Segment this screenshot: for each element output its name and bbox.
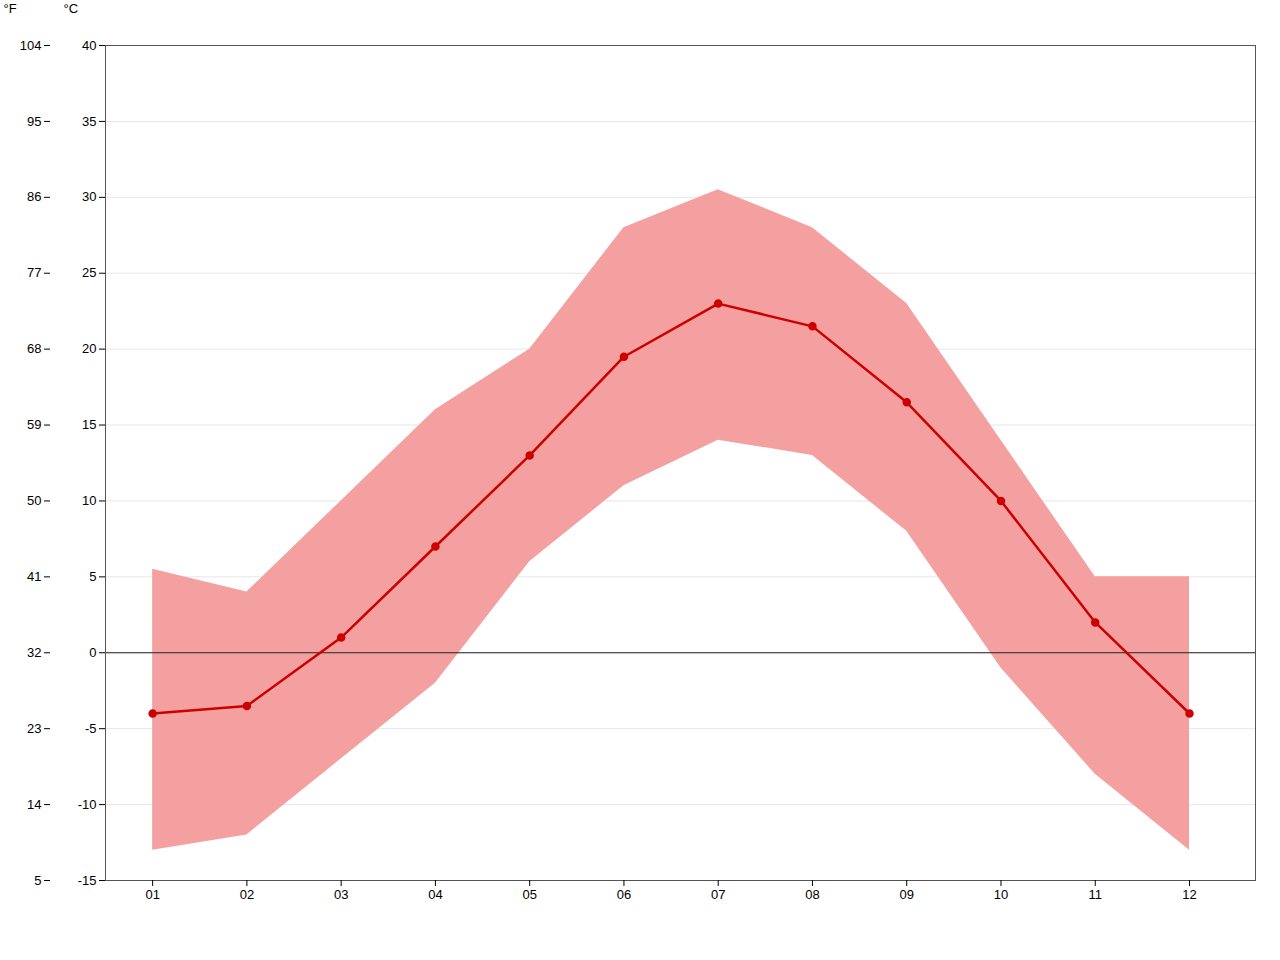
- svg-text:04: 04: [428, 887, 442, 902]
- svg-text:09: 09: [899, 887, 913, 902]
- svg-text:°C: °C: [64, 1, 79, 16]
- svg-text:01: 01: [145, 887, 159, 902]
- svg-text:14: 14: [27, 797, 41, 812]
- svg-text:11: 11: [1089, 887, 1103, 902]
- svg-text:06: 06: [617, 887, 631, 902]
- svg-text:104: 104: [20, 38, 42, 53]
- svg-text:07: 07: [711, 887, 725, 902]
- svg-text:-10: -10: [78, 797, 97, 812]
- svg-text:59: 59: [27, 417, 41, 432]
- svg-text:25: 25: [82, 265, 96, 280]
- svg-text:°F: °F: [4, 1, 17, 16]
- svg-text:0: 0: [89, 645, 96, 660]
- svg-text:02: 02: [240, 887, 254, 902]
- svg-text:68: 68: [27, 341, 41, 356]
- svg-text:23: 23: [27, 721, 41, 736]
- svg-text:03: 03: [334, 887, 348, 902]
- svg-text:12: 12: [1182, 887, 1196, 902]
- svg-text:5: 5: [34, 873, 41, 888]
- svg-text:40: 40: [82, 38, 96, 53]
- svg-text:77: 77: [27, 265, 41, 280]
- svg-text:10: 10: [82, 493, 96, 508]
- svg-text:30: 30: [82, 189, 96, 204]
- svg-text:-5: -5: [85, 721, 97, 736]
- svg-text:86: 86: [27, 189, 41, 204]
- svg-text:95: 95: [27, 114, 41, 129]
- svg-text:20: 20: [82, 341, 96, 356]
- svg-text:35: 35: [82, 114, 96, 129]
- svg-text:15: 15: [82, 417, 96, 432]
- svg-text:-15: -15: [78, 873, 97, 888]
- svg-text:41: 41: [27, 569, 41, 584]
- svg-text:10: 10: [994, 887, 1008, 902]
- svg-text:5: 5: [89, 569, 96, 584]
- svg-text:08: 08: [805, 887, 819, 902]
- svg-text:32: 32: [27, 645, 41, 660]
- svg-text:50: 50: [27, 493, 41, 508]
- svg-text:05: 05: [522, 887, 536, 902]
